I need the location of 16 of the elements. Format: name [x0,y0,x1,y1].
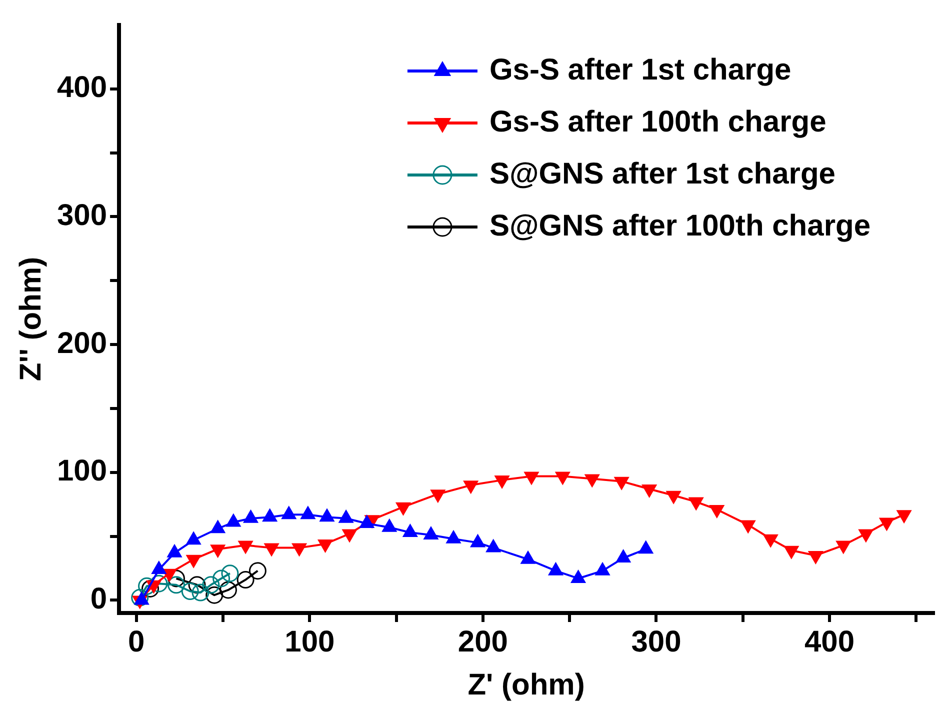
x-tick-label: 0 [128,625,145,658]
y-tick-label: 300 [56,199,108,232]
legend-label: Gs-S after 1st charge [489,53,792,86]
legend-label: Gs-S after 100th charge [489,105,826,138]
x-tick-label: 200 [458,625,508,658]
x-tick-label: 100 [284,625,335,658]
y-tick-label: 200 [56,326,108,360]
y-tick-label: 400 [56,71,108,104]
x-tick-label: 400 [804,625,855,658]
legend-label: S@GNS after 1st charge [489,157,836,190]
x-tick-label: 300 [631,625,682,658]
y-axis-title: Z'' (ohm) [14,256,48,382]
legend-label: S@GNS after 100th charge [489,209,871,242]
y-tick-label: 100 [56,454,108,488]
y-tick-label: 0 [90,582,108,616]
x-axis-title: Z' (ohm) [468,668,585,702]
